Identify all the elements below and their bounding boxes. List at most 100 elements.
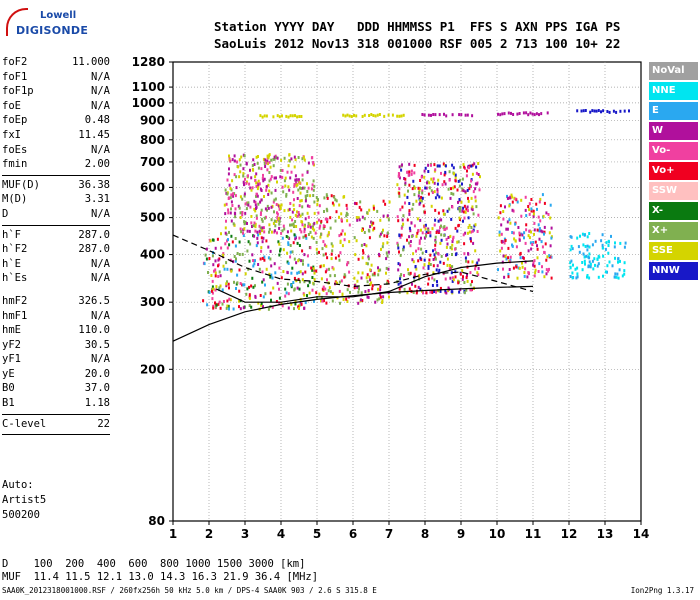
echo-point [325,244,328,248]
echo-point [296,210,298,214]
echo-point [617,260,619,264]
param-name: foF1 [2,70,28,83]
echo-point [477,162,480,165]
echo-point [359,200,362,204]
echo-point [471,229,474,233]
echo-point [408,235,411,239]
echo-point [459,288,462,292]
echo-point [420,228,422,232]
echo-point [312,161,315,164]
echo-point [268,171,271,174]
echo-point [357,271,360,275]
echo-point [497,216,500,220]
echo-point [263,226,265,230]
echo-point [243,283,246,287]
echo-point [473,224,476,228]
echo-point [472,190,475,194]
echo-point [242,231,244,235]
echo-point [425,186,428,190]
echo-point [303,158,306,162]
echo-point [238,268,241,272]
echo-point [586,235,589,239]
echo-point [265,185,268,189]
echo-point [537,223,540,227]
param-row: yF2 30.5 [2,338,110,353]
echo-point [292,281,295,284]
echo-point [322,264,325,268]
echo-point [275,176,277,180]
echo-point [204,253,207,257]
echo-point [466,231,469,235]
echo-point [417,259,420,263]
echo-point [259,114,262,118]
echo-point [385,251,388,255]
echo-point [501,112,504,116]
echo-point [328,267,330,271]
echo-point [363,113,366,117]
echo-point [293,165,296,169]
echo-point [241,252,244,256]
echo-point [273,210,275,214]
param-value: N/A [91,272,110,285]
param-value: 11.000 [72,56,110,68]
echo-point [234,237,237,240]
echo-point [335,281,338,285]
echo-point [355,114,358,118]
echo-point [423,169,426,173]
echo-point [517,266,520,270]
echo-point [419,198,422,202]
echo-point [576,275,579,279]
echo-point [585,254,588,258]
echo-point [348,114,351,118]
echo-point [247,174,249,178]
echo-point [589,265,592,269]
echo-point [298,236,301,240]
echo-point [432,258,435,261]
header-values: SaoLuis 2012 Nov13 318 001000 RSF 005 2 … [214,36,621,51]
echo-point [422,291,424,295]
echo-point [436,193,439,197]
echo-point [278,296,281,300]
echo-point [306,170,309,174]
param-value: N/A [91,99,110,112]
echo-point [373,226,376,230]
echo-point [503,275,506,279]
param-row: B0 37.0 [2,381,110,396]
echo-point [320,277,323,281]
echo-point [530,230,532,234]
echo-point [512,266,515,270]
param-row: foF1 N/A [2,70,110,85]
echo-point [322,285,325,289]
echo-point [381,231,384,235]
echo-point [427,266,430,270]
echo-point [549,203,552,207]
echo-point [366,211,369,215]
echo-point [467,196,469,200]
echo-point [462,219,464,223]
echo-point [289,255,292,259]
echo-point [435,251,438,255]
echo-point [266,154,269,158]
echo-point [357,301,360,305]
echo-point [379,293,382,297]
echo-point [377,287,379,291]
echo-point [431,227,434,231]
echo-point [471,260,474,264]
echo-point [285,194,288,198]
echo-point [202,299,205,303]
echo-point [218,300,221,304]
echo-point [322,240,325,244]
echo-point [466,188,469,192]
echo-point [213,269,215,273]
auto-label: Auto: [2,479,34,491]
echo-point [238,158,241,162]
echo-point [546,255,549,259]
echo-point [544,242,547,246]
echo-point [287,185,290,189]
echo-point [422,204,425,208]
echo-point [346,300,349,303]
echo-point [370,281,373,285]
echo-point [330,257,333,261]
echo-point [261,256,264,260]
echo-point [514,239,517,243]
